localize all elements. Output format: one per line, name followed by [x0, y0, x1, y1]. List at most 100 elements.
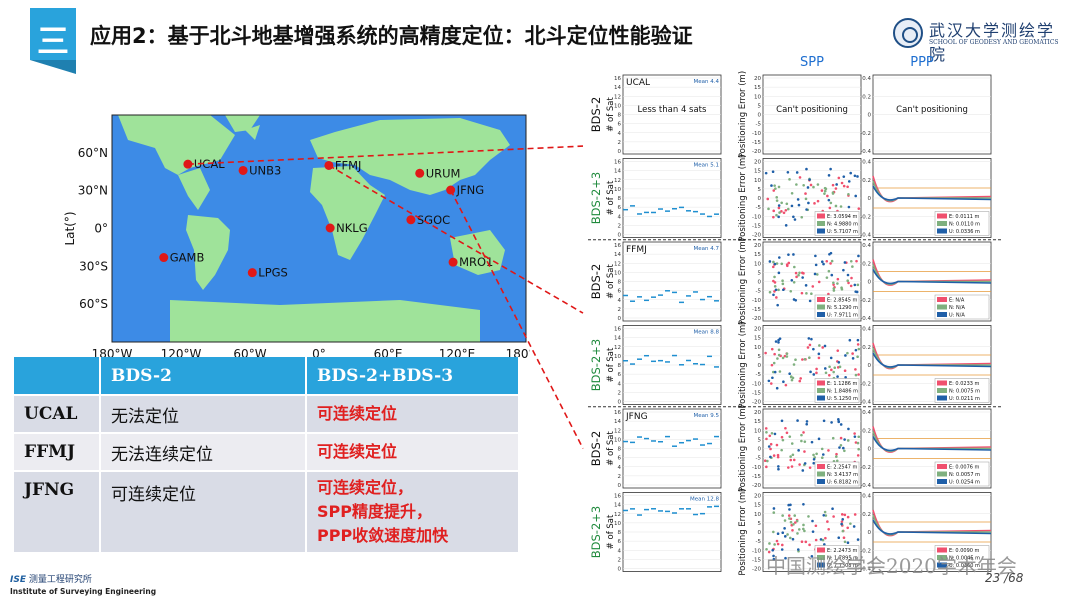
- plot-err-axis-label: Positioning Error (m): [738, 488, 748, 575]
- spp-point: [842, 536, 846, 540]
- spp-point: [775, 262, 779, 265]
- spp-point: [775, 296, 778, 299]
- spp-point: [781, 279, 784, 283]
- spp-point: [781, 438, 785, 442]
- spp-point: [800, 215, 804, 219]
- table-header-bds23: BDS-2+BDS-3: [306, 357, 520, 396]
- spp-point: [808, 543, 811, 547]
- spp-legend-swatch: [817, 479, 825, 484]
- spp-point: [820, 189, 824, 192]
- station-marker: [159, 253, 169, 263]
- spp-point: [856, 283, 860, 287]
- plot-y-tick: -0.2: [860, 214, 871, 220]
- ppp-legend-stat: N: N/A: [949, 305, 965, 311]
- spp-point: [829, 262, 832, 265]
- spp-point: [785, 352, 789, 355]
- spp-point: [777, 206, 781, 210]
- spp-point: [773, 290, 776, 293]
- ppp-legend-stat: N: 0.0110 m: [949, 222, 980, 228]
- table-cell-bds23: 可连续定位: [306, 395, 520, 434]
- spp-point: [768, 542, 771, 545]
- spp-point: [783, 527, 786, 530]
- spp-point: [798, 379, 802, 383]
- spp-point: [843, 513, 847, 517]
- plot-y-tick: 20: [754, 160, 761, 166]
- plot-y-tick: 0.4: [862, 243, 871, 249]
- spp-legend-stat: E: 2.8545 m: [827, 298, 858, 304]
- plot-y-tick: 2: [618, 474, 622, 480]
- spp-point: [857, 254, 860, 258]
- spp-point: [789, 289, 793, 293]
- spp-point: [850, 276, 853, 280]
- spp-point: [828, 365, 831, 369]
- university-logo: 武汉大学测绘学院 SCHOOL OF GEODESY AND GEOMATICS: [893, 16, 1068, 64]
- spp-point: [802, 183, 805, 187]
- plot-y-tick: -0.2: [860, 465, 871, 471]
- spp-point: [823, 510, 827, 514]
- spp-legend-stat: N: 4.9880 m: [827, 222, 858, 228]
- plot-y-tick: 20: [754, 327, 761, 333]
- spp-point: [825, 259, 829, 263]
- spp-point: [853, 513, 857, 516]
- spp-point: [773, 275, 776, 279]
- plot-y-tick: 12: [614, 512, 621, 518]
- spp-point: [774, 340, 778, 343]
- plot-y-tick: 5: [758, 521, 762, 527]
- ppp-legend-swatch: [937, 464, 947, 469]
- spp-point: [836, 375, 839, 378]
- map-landmass: [186, 215, 230, 290]
- station-label: NKLG: [336, 221, 367, 235]
- plot-y-tick: -0.4: [860, 483, 871, 489]
- plot-y-tick: 0.4: [862, 494, 871, 500]
- plot-y-tick: 5: [758, 187, 762, 193]
- spp-legend-swatch: [817, 297, 825, 302]
- plot-y-tick: 0: [618, 316, 622, 322]
- spp-point: [788, 517, 791, 520]
- spp-point: [764, 351, 767, 355]
- spp-point: [837, 536, 841, 540]
- plot-y-tick: 0.4: [862, 76, 871, 82]
- spp-point: [835, 183, 838, 186]
- spp-point: [798, 463, 801, 466]
- spp-point: [804, 192, 807, 195]
- spp-point: [776, 455, 780, 459]
- plot-sat-axis-label: # of Sat: [606, 347, 616, 382]
- spp-point: [855, 290, 859, 294]
- map-landmass: [170, 300, 480, 342]
- plot-y-tick: 16: [614, 327, 621, 333]
- spp-point: [796, 532, 799, 535]
- station-label: GAMB: [170, 251, 205, 265]
- spp-point: [788, 508, 791, 511]
- spp-point: [796, 198, 800, 201]
- plot-y-tick: 20: [754, 410, 761, 416]
- table-cell-bds2: 无法连续定位: [100, 433, 307, 472]
- map-landmass: [245, 125, 260, 140]
- plot-mean-label: Mean 9.5: [694, 413, 720, 419]
- station-marker: [183, 159, 193, 169]
- spp-point: [792, 363, 796, 366]
- spp-point: [787, 503, 790, 507]
- spp-point: [767, 379, 771, 383]
- spp-point: [826, 520, 829, 523]
- spp-point: [774, 187, 777, 190]
- plot-y-tick: 10: [614, 103, 621, 109]
- spp-point: [801, 276, 804, 279]
- spp-point: [823, 367, 827, 370]
- plot-y-tick: 12: [614, 178, 621, 184]
- spp-point: [856, 338, 860, 342]
- spp-point: [764, 427, 768, 430]
- plot-y-tick: 0: [618, 483, 622, 489]
- plot-y-tick: 8: [618, 447, 622, 453]
- spp-point: [809, 183, 813, 187]
- spp-point: [773, 432, 777, 436]
- plot-y-tick: 16: [614, 76, 621, 82]
- spp-point: [796, 548, 800, 551]
- spp-point: [806, 186, 810, 189]
- spp-point: [842, 446, 845, 450]
- spp-point: [769, 442, 773, 446]
- spp-point: [827, 292, 830, 296]
- spp-point: [795, 519, 799, 523]
- spp-point: [784, 224, 788, 227]
- spp-point: [767, 550, 771, 554]
- station-marker: [448, 257, 458, 267]
